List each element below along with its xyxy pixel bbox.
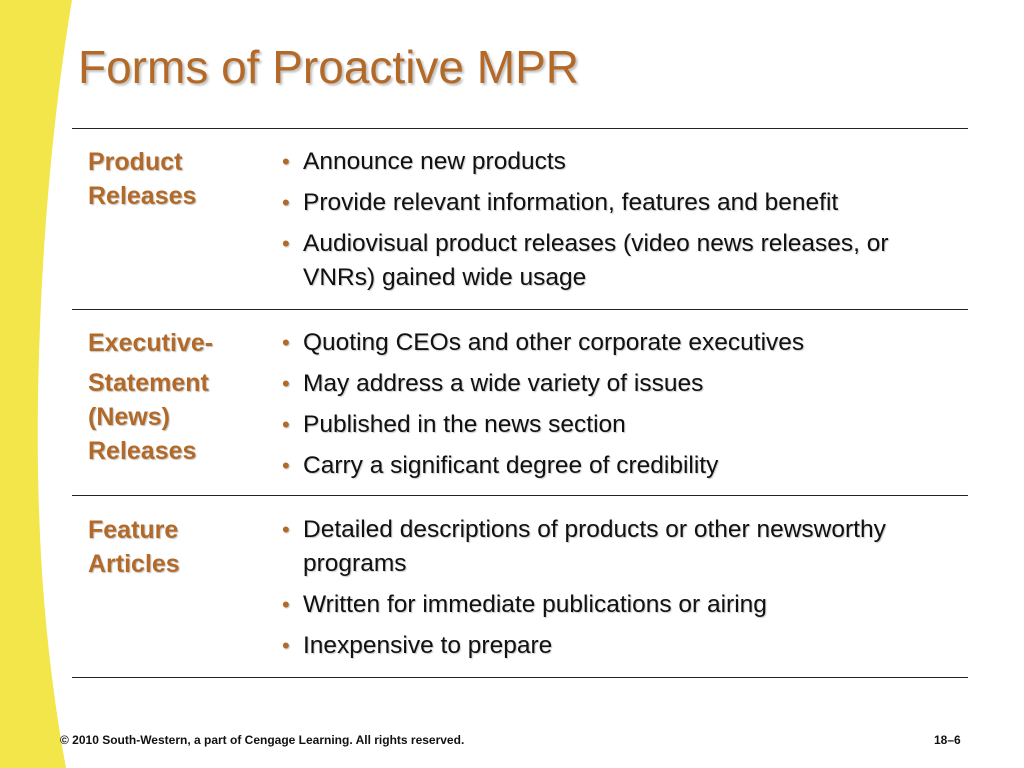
bullet-icon: • xyxy=(282,517,290,542)
list-item: • Quoting CEOs and other corporate execut… xyxy=(282,326,962,360)
bullet-text: Published in the news section xyxy=(303,411,626,438)
row-label-line: Product xyxy=(88,148,183,176)
decorative-yellow-band xyxy=(0,0,72,768)
row-label-line: Feature xyxy=(88,516,179,544)
bullet-icon: • xyxy=(282,330,290,355)
bullet-icon: • xyxy=(282,453,290,478)
bullet-icon: • xyxy=(282,190,290,215)
row-label-feature-articles: Feature Articles xyxy=(88,513,180,581)
list-item: • May address a wide variety of issues xyxy=(282,367,962,401)
row-divider xyxy=(72,495,968,496)
bullet-text: May address a wide variety of issues xyxy=(303,370,704,397)
row-label-line: Releases xyxy=(88,182,197,210)
row-divider xyxy=(72,309,968,310)
bullet-text: Detailed descriptions of products or oth… xyxy=(303,516,886,577)
table-top-rule xyxy=(72,128,968,129)
row-label-line: Releases xyxy=(88,437,197,465)
bullet-list-feature-articles: • Detailed descriptions of products or ot… xyxy=(282,513,962,670)
bullet-icon: • xyxy=(282,231,290,256)
bullet-list-executive-statement-releases: • Quoting CEOs and other corporate execut… xyxy=(282,326,962,490)
row-label-line: (News) xyxy=(88,403,170,431)
list-item: • Carry a significant degree of credibili… xyxy=(282,449,962,483)
row-label-executive-statement-releases: Executive- Statement (News) Releases xyxy=(88,326,213,468)
list-item: • Published in the news section xyxy=(282,408,962,442)
bullet-text: Quoting CEOs and other corporate executi… xyxy=(303,329,805,356)
list-item: • Provide relevant information, features … xyxy=(282,186,962,220)
bullet-text: Written for immediate publications or ai… xyxy=(303,591,767,618)
list-item: • Inexpensive to prepare xyxy=(282,629,962,663)
page-number: 18–6 xyxy=(934,733,961,747)
list-item: • Audiovisual product releases (video new… xyxy=(282,227,962,295)
row-label-line: Articles xyxy=(88,550,180,578)
bullet-icon: • xyxy=(282,412,290,437)
row-label-line: Executive- xyxy=(88,329,214,357)
list-item: • Detailed descriptions of products or ot… xyxy=(282,513,962,581)
bullet-icon: • xyxy=(282,633,290,658)
row-label-product-releases: Product Releases xyxy=(88,145,196,213)
bullet-icon: • xyxy=(282,149,290,174)
bullet-icon: • xyxy=(282,371,290,396)
slide-title: Forms of Proactive MPR xyxy=(78,41,579,93)
bullet-text: Carry a significant degree of credibilit… xyxy=(303,452,719,479)
bullet-text: Inexpensive to prepare xyxy=(303,632,553,659)
row-label-line: Statement xyxy=(88,369,209,397)
bullet-icon: • xyxy=(282,592,290,617)
list-item: • Announce new products xyxy=(282,145,962,179)
bullet-list-product-releases: • Announce new products • Provide relevant… xyxy=(282,145,962,302)
bullet-text: Audiovisual product releases (video news… xyxy=(303,230,889,291)
list-item: • Written for immediate publications or a… xyxy=(282,588,962,622)
bullet-text: Announce new products xyxy=(303,148,566,175)
copyright-notice: © 2010 South-Western, a part of Cengage … xyxy=(60,733,465,747)
table-bottom-rule xyxy=(72,677,968,678)
bullet-text: Provide relevant information, features a… xyxy=(303,189,839,216)
